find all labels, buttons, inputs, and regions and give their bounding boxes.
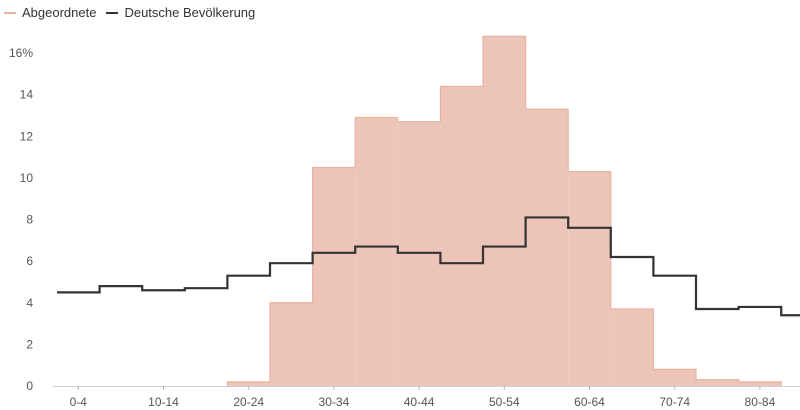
legend-label-abgeordnete: Abgeordnete (22, 5, 97, 20)
series-abgeordnete (227, 36, 782, 387)
y-tick-label-4: 4 (26, 296, 33, 310)
x-tick-label-70-74: 70-74 (659, 395, 690, 409)
y-tick-label-8: 8 (26, 213, 33, 227)
legend-swatch-bevoelkerung (106, 11, 119, 14)
x-tick-label-20-24: 20-24 (233, 395, 264, 409)
bar-abgeordnete-35-39 (355, 117, 398, 387)
bar-abgeordnete-70-74 (653, 369, 696, 386)
y-tick-label-0: 0 (26, 379, 33, 393)
outline-abgeordnete (226, 35, 782, 386)
x-tick-label-40-44: 40-44 (404, 395, 435, 409)
y-tick-label-12: 12 (20, 129, 34, 143)
legend-swatch-abgeordnete (4, 11, 16, 14)
bar-abgeordnete-65-69 (610, 308, 654, 386)
legend-label-bevoelkerung: Deutsche Bevölkerung (124, 5, 256, 20)
y-tick-label-2: 2 (26, 337, 33, 351)
legend: Abgeordnete Deutsche Bevölkerung (4, 5, 265, 20)
bar-abgeordnete-60-64 (568, 171, 611, 386)
bar-abgeordnete-20-24 (227, 381, 270, 386)
legend-item-bevoelkerung: Deutsche Bevölkerung (106, 5, 255, 20)
x-tick-label-30-34: 30-34 (319, 395, 350, 409)
x-tick-label-10-14: 10-14 (148, 395, 179, 409)
bar-abgeordnete-55-59 (525, 109, 569, 386)
line-bevoelkerung (57, 216, 800, 317)
y-tick-label-14: 14 (20, 88, 34, 102)
bar-abgeordnete-30-34 (312, 167, 356, 386)
y-tick-label-16: 16% (9, 46, 33, 60)
x-tick-label-0-4: 0-4 (70, 395, 88, 409)
bar-abgeordnete-80-84 (738, 381, 782, 386)
bar-abgeordnete-50-54 (483, 36, 526, 386)
bar-abgeordnete-25-29 (270, 302, 313, 386)
legend-item-abgeordnete: Abgeordnete (4, 5, 96, 20)
y-tick-label-10: 10 (20, 171, 34, 185)
x-tick-label-80-84: 80-84 (745, 395, 776, 409)
bar-abgeordnete-45-49 (440, 86, 483, 387)
x-tick-label-50-54: 50-54 (489, 395, 520, 409)
y-tick-label-6: 6 (26, 254, 33, 268)
bar-abgeordnete-75-79 (696, 379, 739, 386)
x-tick-label-60-64: 60-64 (574, 395, 605, 409)
